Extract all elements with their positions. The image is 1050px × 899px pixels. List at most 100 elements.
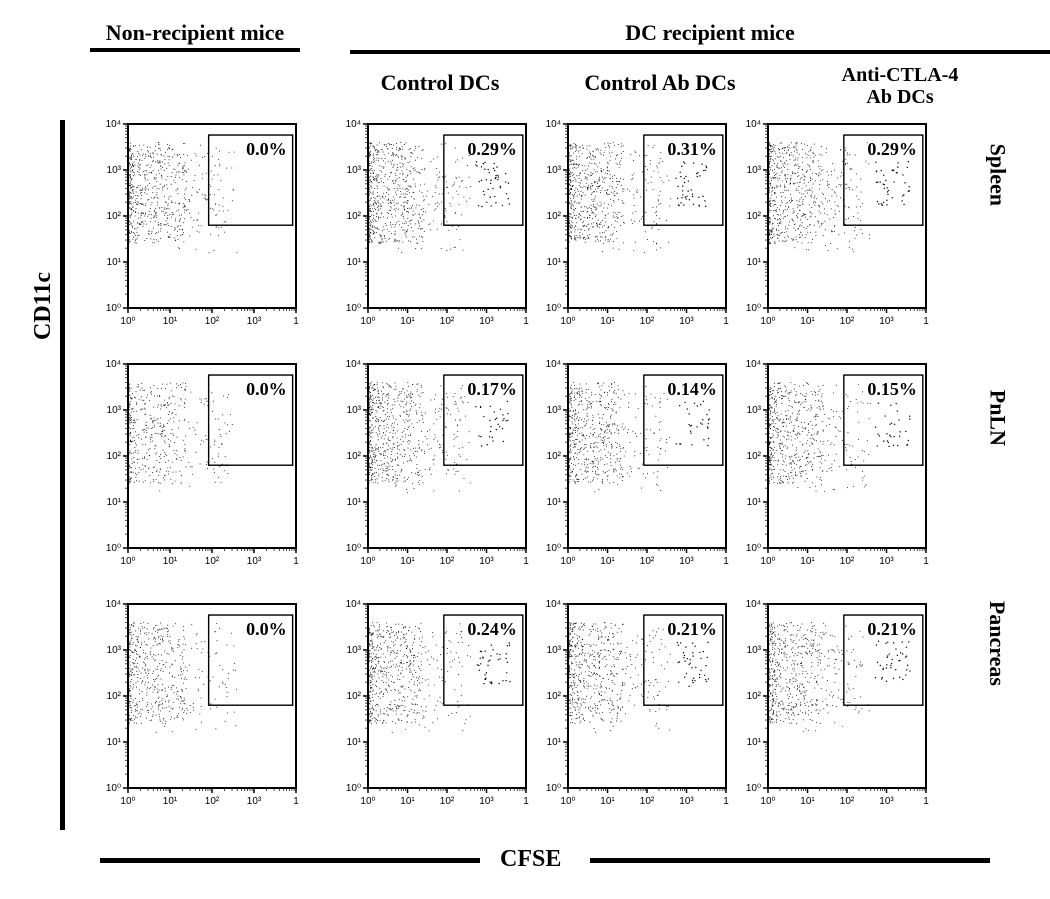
svg-text:10¹: 10¹: [347, 257, 362, 268]
subheader-control-ab-dcs: Control Ab DCs: [550, 70, 770, 96]
svg-text:10⁰: 10⁰: [760, 316, 775, 327]
scatter-plot-r0-c1: 10⁰10⁰10¹10¹10²10²10³10³110⁴0.29%: [330, 116, 530, 356]
svg-text:10¹: 10¹: [163, 316, 178, 327]
scatter-plot-r0-c2: 10⁰10⁰10¹10¹10²10²10³10³110⁴0.31%: [530, 116, 730, 356]
row-label: Spleen: [984, 144, 1010, 206]
row-label-cell: Spleen: [930, 116, 1030, 356]
svg-text:1: 1: [293, 316, 299, 327]
row-label-cell: PnLN: [930, 356, 1030, 596]
svg-text:10²: 10²: [440, 556, 455, 567]
row-label: PnLN: [984, 390, 1010, 446]
svg-text:10⁴: 10⁴: [106, 119, 121, 130]
svg-text:1: 1: [523, 556, 529, 567]
svg-text:10⁴: 10⁴: [346, 119, 361, 130]
svg-text:10⁰: 10⁰: [346, 543, 361, 554]
svg-text:10⁴: 10⁴: [746, 119, 761, 130]
svg-text:10³: 10³: [747, 165, 762, 176]
row-label: Pancreas: [984, 601, 1010, 686]
flow-cytometry-figure: CD11c Non-recipient mice DC recipient mi…: [20, 20, 1030, 879]
yaxis-label: CD11c: [30, 272, 57, 340]
svg-text:10³: 10³: [679, 316, 694, 327]
gate-percent-label: 0.0%: [246, 379, 287, 399]
plot-cell: 10⁰10⁰10¹10¹10²10²10³10³110⁴0.0%: [90, 596, 300, 836]
svg-text:10⁴: 10⁴: [546, 119, 561, 130]
svg-text:10²: 10²: [205, 556, 220, 567]
svg-text:10²: 10²: [640, 316, 655, 327]
plot-cell: 10⁰10⁰10¹10¹10²10²10³10³110⁴0.0%: [90, 116, 300, 356]
svg-text:10²: 10²: [840, 316, 855, 327]
scatter-plot-r2-c1: 10⁰10⁰10¹10¹10²10²10³10³110⁴0.24%: [330, 596, 530, 836]
column-gap: [300, 356, 330, 596]
svg-text:10²: 10²: [747, 211, 762, 222]
svg-text:1: 1: [523, 316, 529, 327]
header-dcrecipient: DC recipient mice: [430, 20, 990, 46]
xaxis-rule-right: [590, 858, 990, 863]
scatter-plot-r1-c0: 10⁰10⁰10¹10¹10²10²10³10³110⁴0.0%: [90, 356, 300, 596]
svg-text:10¹: 10¹: [347, 497, 362, 508]
svg-text:10³: 10³: [479, 316, 494, 327]
svg-text:10³: 10³: [879, 316, 894, 327]
svg-text:10²: 10²: [347, 451, 362, 462]
gate-percent-label: 0.0%: [246, 139, 287, 159]
scatter-plot-r0-c0: 10⁰10⁰10¹10¹10²10²10³10³110⁴0.0%: [90, 116, 300, 356]
svg-text:1: 1: [293, 556, 299, 567]
svg-text:1: 1: [723, 316, 729, 327]
row-label-cell: Pancreas: [930, 596, 1030, 836]
svg-text:10²: 10²: [107, 451, 122, 462]
plot-cell: 10⁰10⁰10¹10¹10²10²10³10³110⁴0.31%: [530, 116, 730, 356]
gate-percent-label: 0.0%: [246, 619, 287, 639]
svg-text:10⁰: 10⁰: [106, 543, 121, 554]
svg-text:10⁰: 10⁰: [346, 303, 361, 314]
svg-text:10⁰: 10⁰: [106, 303, 121, 314]
header-dcrecipient-rule: [350, 50, 1050, 54]
top-headers: Non-recipient mice DC recipient mice: [90, 20, 1030, 60]
svg-text:10¹: 10¹: [400, 316, 415, 327]
scatter-plot-r1-c3: 10⁰10⁰10¹10¹10²10²10³10³110⁴0.15%: [730, 356, 930, 596]
svg-text:10⁰: 10⁰: [560, 316, 575, 327]
scatter-plot-r1-c2: 10⁰10⁰10¹10¹10²10²10³10³110⁴0.14%: [530, 356, 730, 596]
svg-text:10³: 10³: [547, 165, 562, 176]
scatter-plot-r2-c0: 10⁰10⁰10¹10¹10²10²10³10³110⁴0.0%: [90, 596, 300, 836]
svg-text:10²: 10²: [547, 211, 562, 222]
plot-cell: 10⁰10⁰10¹10¹10²10²10³10³110⁴0.29%: [330, 116, 530, 356]
scatter-plot-r0-c3: 10⁰10⁰10¹10¹10²10²10³10³110⁴0.29%: [730, 116, 930, 356]
svg-text:10³: 10³: [247, 316, 262, 327]
plot-cell: 10⁰10⁰10¹10¹10²10²10³10³110⁴0.14%: [530, 356, 730, 596]
svg-text:10⁰: 10⁰: [360, 316, 375, 327]
column-gap: [300, 116, 330, 356]
plot-cell: 10⁰10⁰10¹10¹10²10²10³10³110⁴0.0%: [90, 356, 300, 596]
plot-grid: 10⁰10⁰10¹10¹10²10²10³10³110⁴0.0%10⁰10⁰10…: [90, 116, 1030, 836]
svg-text:10¹: 10¹: [547, 257, 562, 268]
plot-cell: 10⁰10⁰10¹10¹10²10²10³10³110⁴0.24%: [330, 596, 530, 836]
subheader-control-dcs: Control DCs: [340, 70, 540, 96]
svg-text:10¹: 10¹: [107, 257, 122, 268]
svg-text:10¹: 10¹: [747, 257, 762, 268]
svg-text:1: 1: [923, 316, 929, 327]
gate-percent-label: 0.31%: [667, 139, 717, 159]
svg-text:10²: 10²: [205, 316, 220, 327]
plot-cell: 10⁰10⁰10¹10¹10²10²10³10³110⁴0.29%: [730, 116, 930, 356]
svg-text:10³: 10³: [107, 165, 122, 176]
svg-text:10⁰: 10⁰: [360, 556, 375, 567]
gate-percent-label: 0.29%: [867, 139, 917, 159]
svg-text:10⁰: 10⁰: [546, 303, 561, 314]
scatter-plot-r1-c1: 10⁰10⁰10¹10¹10²10²10³10³110⁴0.17%: [330, 356, 530, 596]
subheader-anti-ctla4: Anti-CTLA-4 Ab DCs: [780, 64, 1020, 108]
plot-cell: 10⁰10⁰10¹10¹10²10²10³10³110⁴0.21%: [530, 596, 730, 836]
plot-cell: 10⁰10⁰10¹10¹10²10²10³10³110⁴0.17%: [330, 356, 530, 596]
svg-text:10³: 10³: [347, 405, 362, 416]
svg-text:10¹: 10¹: [107, 497, 122, 508]
scatter-plot-r2-c2: 10⁰10⁰10¹10¹10²10²10³10³110⁴0.21%: [530, 596, 730, 836]
svg-text:10²: 10²: [440, 316, 455, 327]
gate-percent-label: 0.14%: [667, 379, 717, 399]
gate-percent-label: 0.29%: [467, 139, 516, 159]
svg-text:10⁴: 10⁴: [106, 359, 121, 370]
gate-percent-label: 0.15%: [867, 379, 917, 399]
svg-text:10²: 10²: [107, 211, 122, 222]
plot-cell: 10⁰10⁰10¹10¹10²10²10³10³110⁴0.15%: [730, 356, 930, 596]
svg-text:10⁰: 10⁰: [120, 556, 135, 567]
column-gap: [300, 596, 330, 836]
xaxis-rule-left: [100, 858, 480, 863]
svg-text:10⁴: 10⁴: [346, 359, 361, 370]
gate-percent-label: 0.21%: [867, 619, 917, 639]
